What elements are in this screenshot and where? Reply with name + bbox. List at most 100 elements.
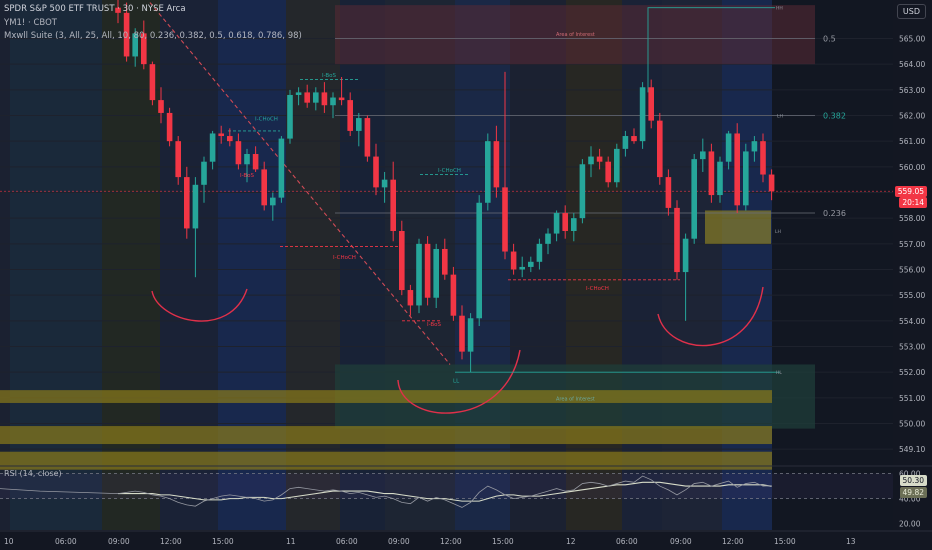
time-tick-label: 06:00 xyxy=(55,537,77,546)
candle-body xyxy=(356,118,362,131)
candle-body xyxy=(218,133,224,137)
candle-body xyxy=(313,92,319,103)
candle-body xyxy=(760,141,766,175)
candle-body xyxy=(166,112,173,142)
candle-body xyxy=(510,251,517,270)
structure-label: LL xyxy=(453,378,460,384)
structure-label: I-BoS xyxy=(240,173,255,179)
candle-body xyxy=(639,87,646,142)
candle-body xyxy=(347,100,353,131)
trend-line xyxy=(149,2,451,365)
rsi-line xyxy=(117,475,772,508)
session-band xyxy=(622,0,662,530)
fib-label: 0.5 xyxy=(823,35,836,44)
last-price-tag: 559.05 xyxy=(894,186,927,197)
candle-body xyxy=(536,243,543,262)
candle-body xyxy=(631,136,637,142)
candle-body xyxy=(192,184,199,229)
candle-body xyxy=(734,133,740,206)
time-tick-label: 15:00 xyxy=(774,537,796,546)
candle-body xyxy=(700,151,706,160)
time-tick-label: 09:00 xyxy=(108,537,130,546)
structure-label: I-CHoCH xyxy=(333,255,356,261)
session-band xyxy=(662,0,722,530)
session-band xyxy=(455,0,510,530)
price-axis-bg xyxy=(893,0,932,550)
time-tick-label: 15:00 xyxy=(492,537,514,546)
candle-body xyxy=(141,33,147,65)
session-band xyxy=(0,0,10,530)
candle-body xyxy=(364,118,371,157)
rsi-tick-label: 60.00 xyxy=(899,470,921,479)
structure-label: I-CHoCH xyxy=(438,168,461,174)
candle-body xyxy=(588,156,594,165)
candle-body xyxy=(571,218,577,231)
annotation-curve xyxy=(657,286,764,347)
candle-body xyxy=(252,154,259,170)
candle-body xyxy=(158,100,164,113)
session-band xyxy=(218,0,286,530)
time-tick-label: 15:00 xyxy=(212,537,234,546)
rsi-tick-label: 40.00 xyxy=(899,495,921,504)
time-tick-label: 09:00 xyxy=(388,537,410,546)
pivot-label: LH xyxy=(775,229,781,235)
structure-label: I-BoS xyxy=(322,73,337,79)
liquidity-band xyxy=(0,451,772,470)
candle-body xyxy=(433,248,439,298)
candle-body xyxy=(270,197,276,206)
candle-body xyxy=(115,7,121,13)
price-tick-label: 553.00 xyxy=(899,343,925,352)
candle-body xyxy=(244,154,250,165)
candle-body xyxy=(235,141,242,165)
pivot-label: HL xyxy=(776,370,782,376)
annotation-curve xyxy=(397,349,521,414)
candle-body xyxy=(476,202,482,319)
annotation-curve xyxy=(151,288,248,322)
price-tick-label: 565.00 xyxy=(899,35,925,44)
swing-line xyxy=(647,7,775,93)
session-band xyxy=(722,0,772,530)
candle-body xyxy=(321,92,328,106)
rsi-band xyxy=(0,473,893,499)
price-tick-label: 556.00 xyxy=(899,266,925,275)
session-band xyxy=(160,0,218,530)
candle-body xyxy=(682,238,689,273)
session-band xyxy=(10,0,102,530)
zone-label: Area of Interest xyxy=(556,396,595,402)
candle-body xyxy=(648,87,654,121)
candle-body xyxy=(596,156,603,162)
candle-body xyxy=(416,243,422,306)
time-tick-label: 09:00 xyxy=(670,537,692,546)
session-band xyxy=(566,0,622,530)
price-tick-label: 561.00 xyxy=(899,137,925,146)
session-band xyxy=(510,0,566,530)
price-tick-label: 550.00 xyxy=(899,420,925,429)
candle-body xyxy=(528,261,534,267)
candle-body xyxy=(278,138,285,198)
countdown-tag: 20:14 xyxy=(899,197,927,208)
candle-body xyxy=(459,315,465,352)
candle-body xyxy=(708,151,715,196)
price-tick-label: 552.00 xyxy=(899,368,925,377)
candle-body xyxy=(442,248,448,275)
price-tick-label: 555.00 xyxy=(899,291,925,300)
candle-body xyxy=(545,233,551,244)
candle-body xyxy=(330,97,336,106)
candle-body xyxy=(519,266,525,270)
candle-body xyxy=(304,92,310,103)
fib-label: 0.382 xyxy=(823,112,846,121)
candle-body xyxy=(149,64,156,101)
time-tick-label: 12 xyxy=(566,537,576,546)
candle-body xyxy=(725,133,732,162)
zone-label: Area of Interest xyxy=(556,32,595,38)
candle-body xyxy=(579,164,586,219)
rsi-value-tag: 50.30 xyxy=(899,475,927,486)
candle-body xyxy=(295,92,302,95)
candle-body xyxy=(751,141,758,152)
imbalance-zone xyxy=(705,210,771,244)
candle-body xyxy=(562,213,568,231)
candle-body xyxy=(717,161,723,196)
currency-button[interactable]: USD xyxy=(896,4,926,19)
liquidity-band xyxy=(0,426,772,445)
